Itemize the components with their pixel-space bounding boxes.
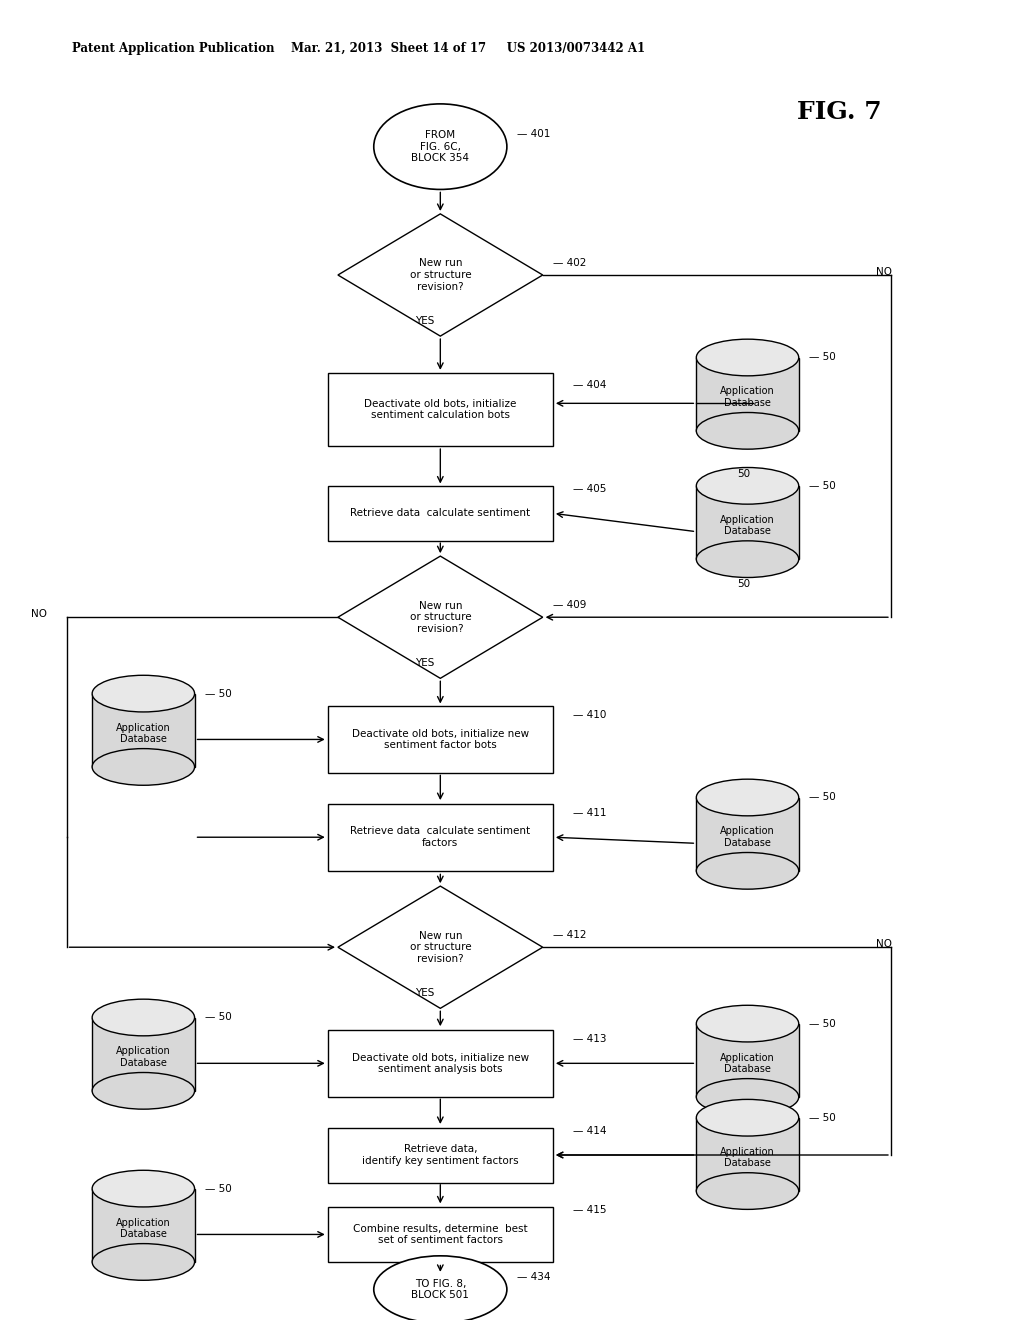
Text: — 50: — 50 xyxy=(809,792,836,803)
Ellipse shape xyxy=(92,676,195,711)
Text: — 401: — 401 xyxy=(517,129,551,140)
Text: — 434: — 434 xyxy=(517,1272,551,1282)
Polygon shape xyxy=(338,214,543,337)
Text: — 402: — 402 xyxy=(553,257,587,268)
Text: — 415: — 415 xyxy=(573,1205,607,1214)
Text: YES: YES xyxy=(416,315,434,326)
Ellipse shape xyxy=(92,999,195,1036)
FancyBboxPatch shape xyxy=(328,372,553,446)
Ellipse shape xyxy=(696,1172,799,1209)
Text: Retrieve data  calculate sentiment: Retrieve data calculate sentiment xyxy=(350,508,530,519)
Text: NO: NO xyxy=(876,267,892,277)
Ellipse shape xyxy=(696,1100,799,1137)
Text: — 411: — 411 xyxy=(573,808,607,818)
Text: New run
or structure
revision?: New run or structure revision? xyxy=(410,259,471,292)
FancyBboxPatch shape xyxy=(328,486,553,541)
Text: — 410: — 410 xyxy=(573,710,607,719)
Text: Combine results, determine  best
set of sentiment factors: Combine results, determine best set of s… xyxy=(353,1224,527,1245)
Text: — 50: — 50 xyxy=(809,1019,836,1028)
Text: — 412: — 412 xyxy=(553,931,587,940)
Text: — 50: — 50 xyxy=(205,689,231,698)
Ellipse shape xyxy=(374,1255,507,1320)
Ellipse shape xyxy=(696,1006,799,1041)
Text: 50: 50 xyxy=(737,578,751,589)
Text: — 409: — 409 xyxy=(553,601,587,610)
Text: Application
Database: Application Database xyxy=(116,1047,171,1068)
Text: YES: YES xyxy=(416,989,434,998)
Text: New run
or structure
revision?: New run or structure revision? xyxy=(410,601,471,634)
Text: New run
or structure
revision?: New run or structure revision? xyxy=(410,931,471,964)
Text: — 50: — 50 xyxy=(809,352,836,363)
Ellipse shape xyxy=(92,1072,195,1109)
FancyBboxPatch shape xyxy=(696,486,799,560)
Ellipse shape xyxy=(696,412,799,449)
FancyBboxPatch shape xyxy=(696,1118,799,1191)
Text: FIG. 7: FIG. 7 xyxy=(798,100,882,124)
Text: FROM
FIG. 6C,
BLOCK 354: FROM FIG. 6C, BLOCK 354 xyxy=(412,131,469,164)
Text: Retrieve data  calculate sentiment
factors: Retrieve data calculate sentiment factor… xyxy=(350,826,530,847)
Text: Deactivate old bots, initialize new
sentiment analysis bots: Deactivate old bots, initialize new sent… xyxy=(352,1052,528,1074)
FancyBboxPatch shape xyxy=(696,797,799,871)
FancyBboxPatch shape xyxy=(696,1023,799,1097)
Text: Application
Database: Application Database xyxy=(720,515,775,536)
Polygon shape xyxy=(338,556,543,678)
Text: Application
Database: Application Database xyxy=(116,722,171,744)
Text: — 50: — 50 xyxy=(809,1113,836,1123)
FancyBboxPatch shape xyxy=(92,693,195,767)
Ellipse shape xyxy=(696,541,799,578)
FancyBboxPatch shape xyxy=(328,1127,553,1183)
Text: Patent Application Publication    Mar. 21, 2013  Sheet 14 of 17     US 2013/0073: Patent Application Publication Mar. 21, … xyxy=(72,42,645,55)
Text: Application
Database: Application Database xyxy=(116,1217,171,1239)
FancyBboxPatch shape xyxy=(328,1030,553,1097)
Text: — 404: — 404 xyxy=(573,380,607,389)
FancyBboxPatch shape xyxy=(328,706,553,774)
FancyBboxPatch shape xyxy=(92,1018,195,1090)
Text: 50: 50 xyxy=(737,469,751,479)
Text: — 413: — 413 xyxy=(573,1034,607,1044)
Text: Retrieve data,
identify key sentiment factors: Retrieve data, identify key sentiment fa… xyxy=(362,1144,518,1166)
Ellipse shape xyxy=(92,748,195,785)
Text: Deactivate old bots, initialize
sentiment calculation bots: Deactivate old bots, initialize sentimen… xyxy=(365,399,516,420)
Text: — 405: — 405 xyxy=(573,484,607,494)
Ellipse shape xyxy=(696,1078,799,1115)
Ellipse shape xyxy=(374,104,507,190)
Text: — 414: — 414 xyxy=(573,1126,607,1135)
Text: — 50: — 50 xyxy=(809,480,836,491)
Text: Application
Database: Application Database xyxy=(720,387,775,408)
Text: — 50: — 50 xyxy=(205,1184,231,1193)
FancyBboxPatch shape xyxy=(328,1206,553,1262)
Text: Application
Database: Application Database xyxy=(720,1147,775,1168)
Text: NO: NO xyxy=(31,610,47,619)
FancyBboxPatch shape xyxy=(328,804,553,871)
Ellipse shape xyxy=(696,467,799,504)
Ellipse shape xyxy=(92,1171,195,1206)
FancyBboxPatch shape xyxy=(696,358,799,430)
Text: TO FIG. 8,
BLOCK 501: TO FIG. 8, BLOCK 501 xyxy=(412,1279,469,1300)
FancyBboxPatch shape xyxy=(92,1188,195,1262)
Ellipse shape xyxy=(696,339,799,376)
Text: Application
Database: Application Database xyxy=(720,826,775,847)
Text: Application
Database: Application Database xyxy=(720,1052,775,1074)
Text: NO: NO xyxy=(876,940,892,949)
Ellipse shape xyxy=(696,853,799,890)
Text: — 50: — 50 xyxy=(205,1012,231,1023)
Ellipse shape xyxy=(92,1243,195,1280)
Text: YES: YES xyxy=(416,659,434,668)
Ellipse shape xyxy=(696,779,799,816)
Text: Deactivate old bots, initialize new
sentiment factor bots: Deactivate old bots, initialize new sent… xyxy=(352,729,528,750)
Polygon shape xyxy=(338,886,543,1008)
